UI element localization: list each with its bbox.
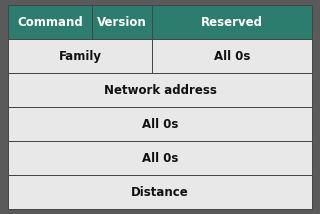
Text: Version: Version xyxy=(97,15,147,28)
Bar xyxy=(8,73,312,107)
Text: All 0s: All 0s xyxy=(142,152,178,165)
Bar xyxy=(152,5,312,39)
Bar xyxy=(8,141,312,175)
Bar xyxy=(92,5,152,39)
Text: Reserved: Reserved xyxy=(201,15,263,28)
Bar xyxy=(8,39,152,73)
Text: Command: Command xyxy=(17,15,83,28)
Text: All 0s: All 0s xyxy=(142,117,178,131)
Text: Network address: Network address xyxy=(104,83,216,97)
Bar xyxy=(8,175,312,209)
Bar xyxy=(152,39,312,73)
Text: Family: Family xyxy=(59,49,102,62)
Bar xyxy=(8,5,92,39)
Bar xyxy=(8,107,312,141)
Text: Distance: Distance xyxy=(131,186,189,199)
Text: All 0s: All 0s xyxy=(214,49,250,62)
